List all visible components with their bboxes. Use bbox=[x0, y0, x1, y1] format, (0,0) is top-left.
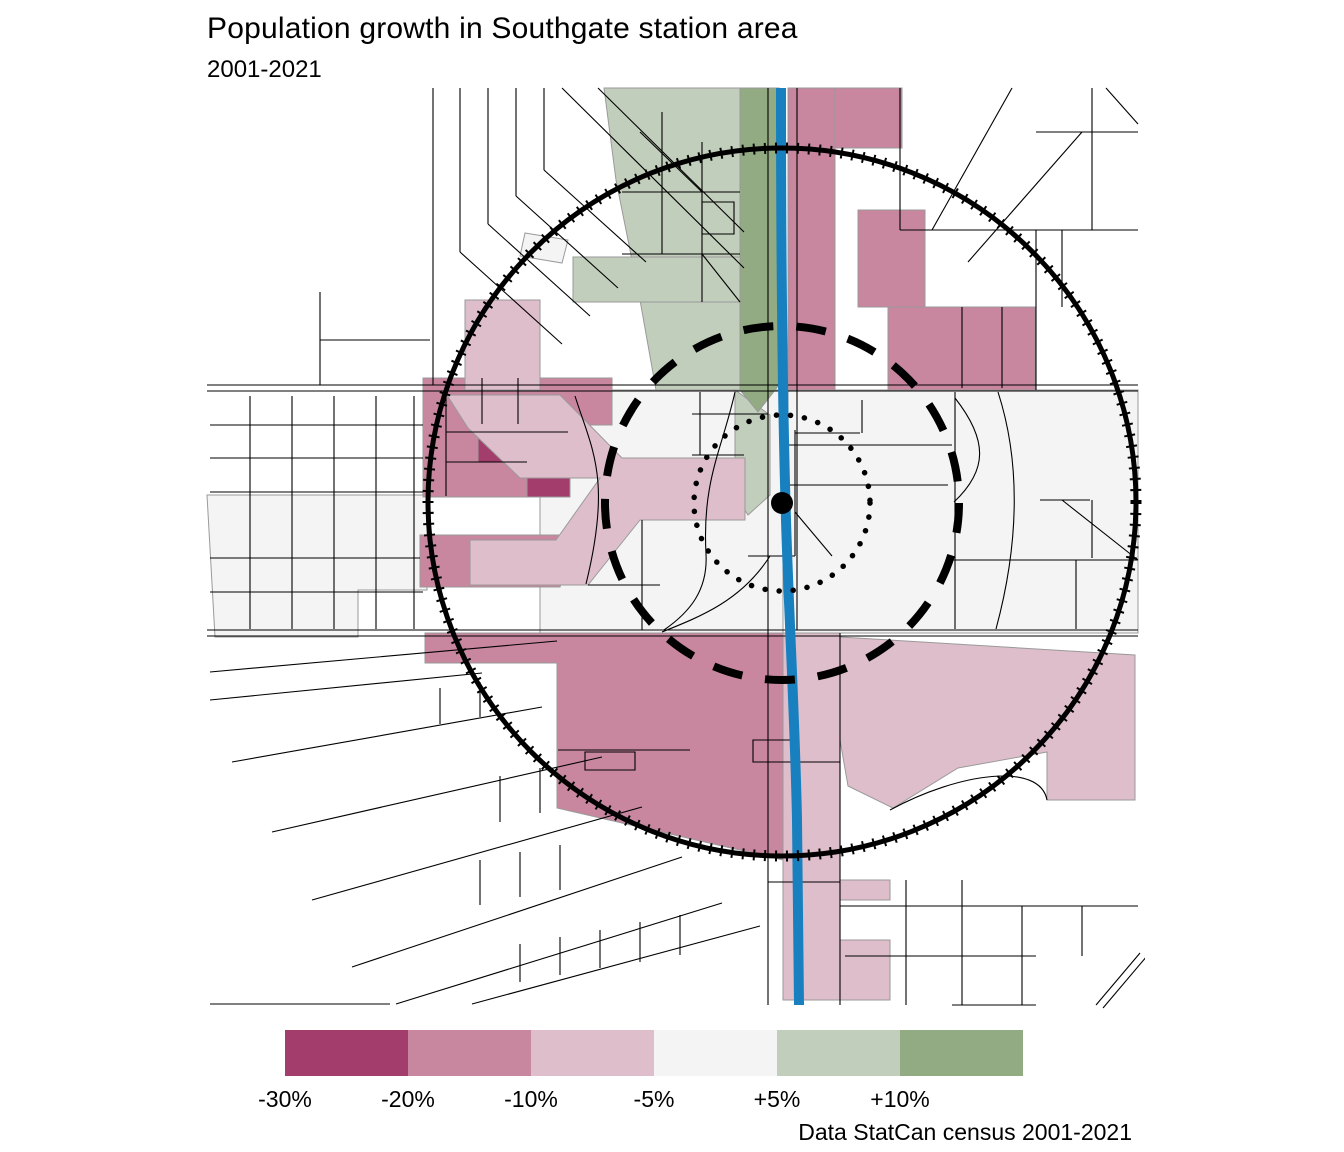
legend-swatch bbox=[900, 1030, 1023, 1076]
map-canvas bbox=[200, 85, 1148, 1010]
choropleth-map bbox=[206, 87, 1148, 1009]
legend-label: -20% bbox=[381, 1086, 435, 1112]
legend-label: -30% bbox=[258, 1086, 312, 1112]
station-point bbox=[771, 492, 793, 514]
outer-ring-bumps bbox=[422, 142, 1142, 862]
legend-swatch bbox=[654, 1030, 777, 1076]
legend-label: -5% bbox=[633, 1086, 675, 1112]
legend-label: +10% bbox=[870, 1086, 930, 1112]
legend-swatch bbox=[408, 1030, 531, 1076]
inner-ring-dotted bbox=[691, 412, 873, 594]
lrt-line bbox=[776, 87, 804, 1006]
legend-label: +5% bbox=[753, 1086, 801, 1112]
legend-label: -10% bbox=[504, 1086, 558, 1112]
legend-swatch bbox=[285, 1030, 408, 1076]
legend-swatch bbox=[777, 1030, 900, 1076]
middle-ring-dashed bbox=[601, 322, 963, 684]
source-caption: Data StatCan census 2001-2021 bbox=[798, 1119, 1132, 1145]
page-title: Population growth in Southgate station a… bbox=[207, 12, 798, 45]
street-network bbox=[207, 87, 1148, 1009]
legend-color-bar bbox=[285, 1030, 1023, 1076]
catchment-rings bbox=[422, 142, 1142, 862]
legend-labels: -30% -20% -10% -5% +5% +10% bbox=[258, 1086, 1023, 1116]
legend-swatch bbox=[531, 1030, 654, 1076]
page-subtitle: 2001-2021 bbox=[207, 56, 322, 83]
